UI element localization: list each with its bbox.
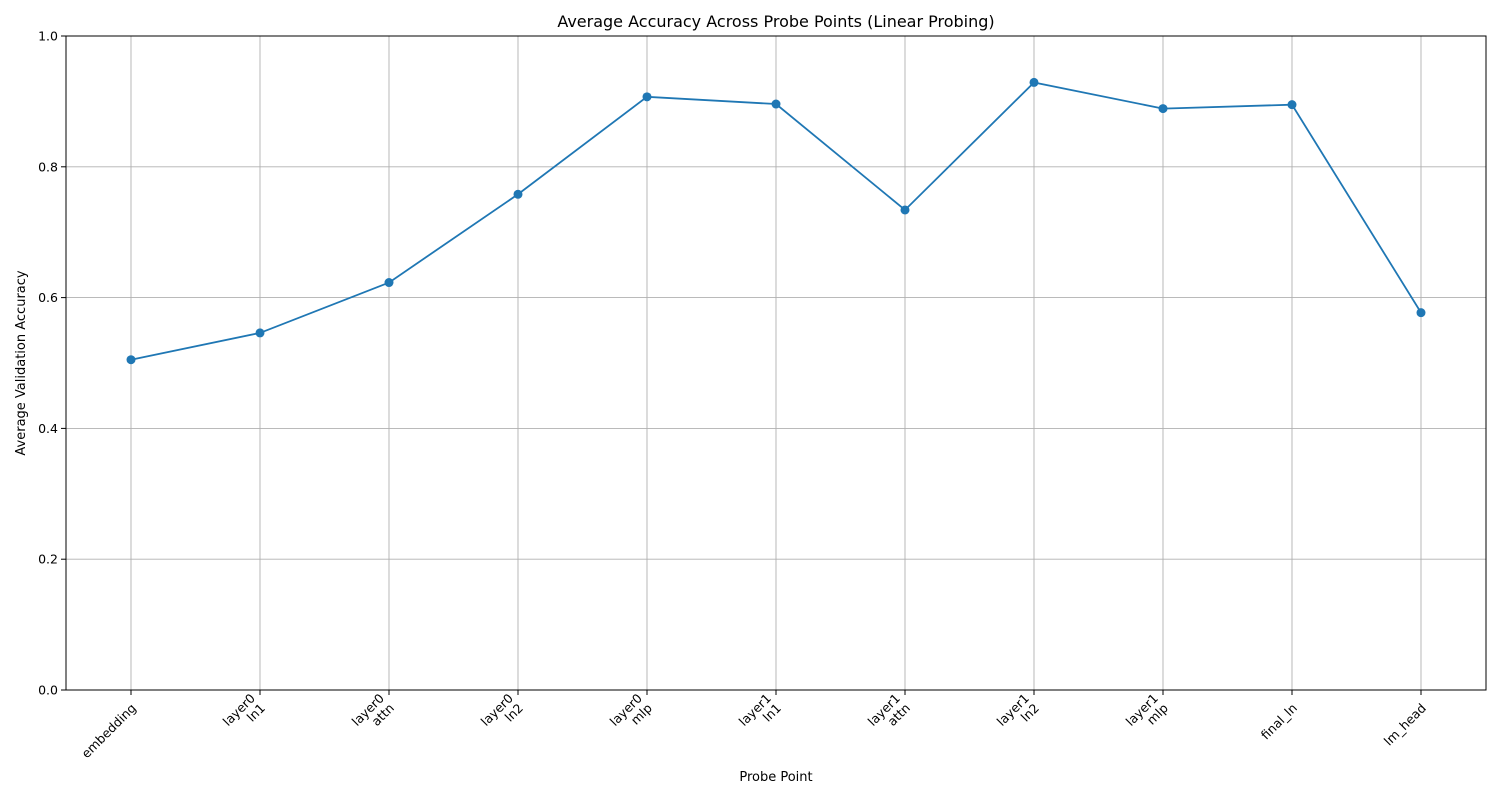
y-tick-label: 1.0	[38, 29, 58, 44]
data-point	[513, 189, 523, 199]
data-point	[1158, 104, 1168, 114]
x-tick-label: layer1ln2	[994, 690, 1042, 738]
data-point	[900, 205, 910, 215]
y-tick-label: 0.2	[38, 552, 58, 567]
x-tick-label: layer1ln1	[736, 690, 784, 738]
y-tick-label: 0.6	[38, 290, 58, 305]
y-axis-label: Average Validation Accuracy	[14, 270, 29, 455]
y-tick-label: 0.4	[38, 421, 58, 436]
x-axis-label: Probe Point	[739, 770, 812, 785]
grid-layer	[66, 35, 1486, 691]
data-point	[1287, 100, 1297, 110]
chart-title: Average Accuracy Across Probe Points (Li…	[557, 12, 994, 31]
y-tick-label: 0.8	[38, 159, 58, 174]
x-tick-label: layer1attn	[865, 690, 913, 738]
x-tick-label: embedding	[78, 700, 139, 761]
x-tick-label: layer0mlp	[607, 690, 655, 738]
data-point	[1416, 308, 1426, 318]
data-point	[126, 355, 136, 365]
data-point	[255, 328, 265, 338]
x-tick-label: layer0ln2	[478, 690, 526, 738]
data-point	[384, 278, 394, 288]
data-point	[1029, 77, 1039, 87]
data-point	[771, 99, 781, 109]
x-tick-label: layer0attn	[349, 690, 397, 738]
x-tick-label: lm_head	[1381, 700, 1429, 748]
series-layer	[126, 77, 1426, 365]
x-tick-label: layer0ln1	[220, 690, 268, 738]
data-point	[642, 92, 652, 102]
x-tick-label: final_ln	[1258, 700, 1300, 742]
x-tick-label: layer1mlp	[1123, 690, 1171, 738]
y-tick-label: 0.0	[38, 683, 58, 698]
tick-layer: 0.0 0.2 0.4 0.6 0.8 1.0 embedding layer0ln1 laye…	[38, 29, 1429, 761]
